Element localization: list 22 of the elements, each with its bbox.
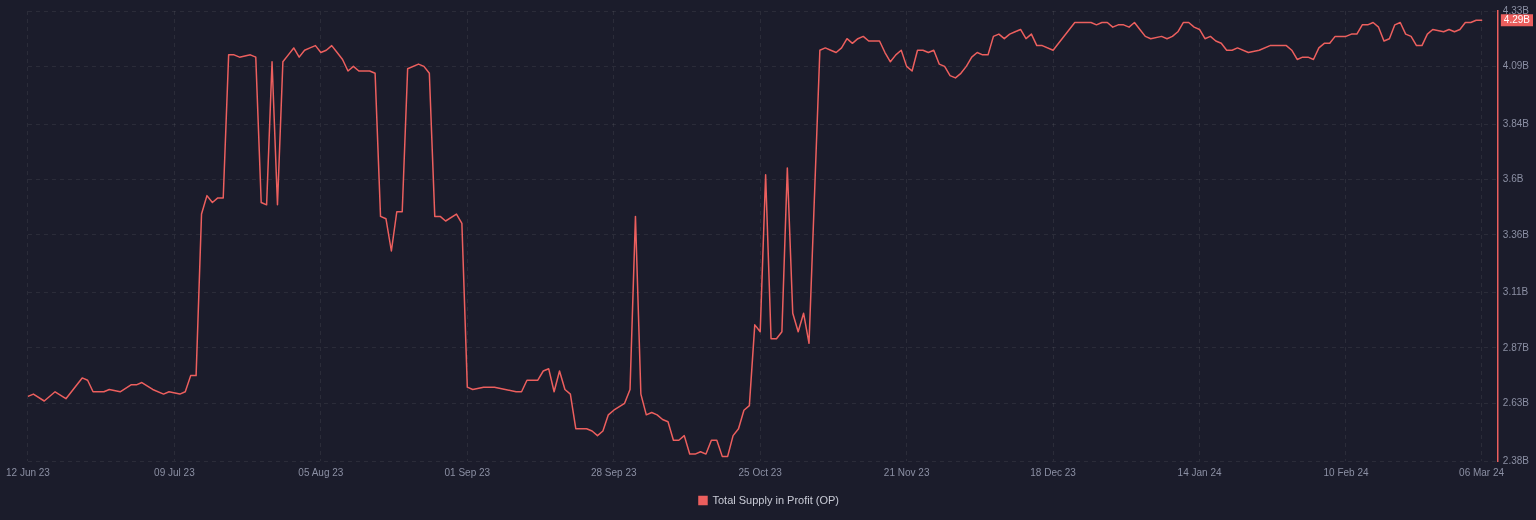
x-tick-label: 10 Feb 24 xyxy=(1323,466,1369,478)
x-tick-label: 12 Jun 23 xyxy=(5,466,51,478)
annotation: 4.29B xyxy=(1503,14,1531,26)
x-tick-label: 01 Sep 23 xyxy=(444,466,491,478)
x-tick-label: 25 Oct 23 xyxy=(738,466,783,478)
x-tick-label: 21 Nov 23 xyxy=(883,466,930,478)
y-tick-label: 3.84B xyxy=(1502,117,1530,129)
y-tick-label: 3.36B xyxy=(1502,228,1530,240)
x-tick-label: 06 Mar 24 xyxy=(1459,466,1505,478)
x-tick-label: 18 Dec 23 xyxy=(1030,466,1077,478)
y-tick-label: 4.09B xyxy=(1502,60,1530,72)
y-tick-label: 2.87B xyxy=(1502,341,1530,353)
x-tick-label: 09 Jul 23 xyxy=(154,466,196,478)
x-tick-label: 28 Sep 23 xyxy=(590,466,637,478)
y-tick-label: 3.11B xyxy=(1502,286,1529,298)
y-tick-label: 2.38B xyxy=(1502,454,1530,466)
x-tick-label: 14 Jan 24 xyxy=(1177,466,1222,478)
y-tick-label: 4.33B xyxy=(1502,4,1530,16)
x-tick-label: 05 Aug 23 xyxy=(298,466,344,478)
y-tick-label: 2.63B xyxy=(1502,397,1530,409)
y-tick-label: 3.6B xyxy=(1502,173,1524,185)
legend-label: Total Supply in Profit (OP) xyxy=(712,493,840,506)
